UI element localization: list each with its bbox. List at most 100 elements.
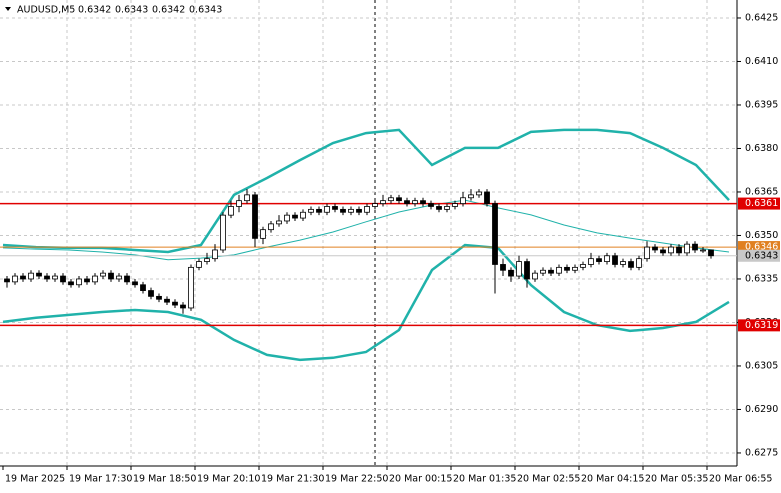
candle-body: [228, 206, 234, 216]
candle-body: [4, 278, 10, 283]
candle-body: [500, 264, 506, 271]
x-tick-label: 20 Mar 00:15: [389, 474, 452, 485]
candle-body: [148, 290, 154, 297]
x-tick-label: 20 Mar 06:55: [709, 474, 772, 485]
candle-body: [124, 275, 130, 283]
x-tick-label: 20 Mar 04:15: [581, 474, 644, 485]
y-tick-label: 0.6290: [745, 404, 778, 415]
candle-body: [604, 255, 610, 262]
candle-body: [12, 275, 18, 283]
x-tick-label: 20 Mar 05:35: [645, 474, 708, 485]
candle-body: [644, 246, 650, 260]
candle-body: [676, 246, 682, 254]
candle-body: [436, 206, 442, 210]
candle-body: [420, 200, 426, 204]
y-tick-label: 0.6380: [745, 143, 778, 154]
candle-body: [508, 269, 514, 277]
candle-body: [276, 220, 282, 225]
y-tick-label: 0.6275: [745, 447, 778, 458]
candle-body: [708, 249, 714, 257]
x-tick-label: 19 Mar 22:50: [325, 474, 388, 485]
candle-body: [372, 203, 378, 207]
y-tick-label: 0.6350: [745, 230, 778, 241]
y-tick-label: 0.6425: [745, 12, 778, 23]
candle-body: [596, 258, 602, 262]
candle-body: [132, 281, 138, 286]
candle-body: [140, 284, 146, 291]
x-tick-label: 19 Mar 18:50: [133, 474, 196, 485]
candle-body: [252, 194, 258, 239]
price-level-box: [738, 249, 780, 262]
candle-body: [668, 246, 674, 254]
price-level-label: 0.6343: [745, 250, 778, 261]
candle-body: [444, 206, 450, 210]
candle-body: [260, 229, 266, 239]
price-level-box: [738, 197, 780, 210]
candle-body: [76, 278, 82, 286]
y-tick-label: 0.6335: [745, 273, 778, 284]
candle-body: [348, 208, 354, 213]
bollinger-band: [2, 243, 730, 362]
candle-body: [484, 191, 490, 204]
candle-body: [100, 272, 106, 277]
y-tick-label: 0.6395: [745, 99, 778, 110]
candle-body: [540, 269, 546, 274]
bollinger-band: [2, 199, 730, 261]
candle-body: [28, 272, 34, 280]
candle-body: [652, 246, 658, 251]
candle-body: [68, 281, 74, 286]
quote-value: 0.6343: [189, 5, 222, 16]
candle-body: [180, 304, 186, 309]
price-level-box: [738, 319, 780, 332]
quote-value: 0.6342: [78, 5, 111, 16]
candle-body: [196, 261, 202, 268]
candle-body: [516, 261, 522, 277]
candle-body: [116, 275, 122, 280]
candle-body: [684, 243, 690, 254]
candle-body: [220, 214, 226, 251]
menu-arrow: [5, 7, 11, 11]
candle-body: [244, 194, 250, 202]
candle-body: [524, 261, 530, 280]
candle-body: [660, 249, 666, 254]
candle-body: [412, 200, 418, 204]
candle-body: [428, 203, 434, 207]
candle-body: [692, 243, 698, 251]
candle-body: [284, 214, 290, 222]
candle-body: [188, 266, 194, 309]
candle-body: [44, 275, 50, 280]
y-tick-label: 0.6365: [745, 186, 778, 197]
quote-value: 0.6343: [115, 5, 148, 16]
candle-body: [316, 208, 322, 213]
candle-body: [700, 249, 706, 252]
bollinger-band: [2, 128, 730, 254]
symbol: AUDUSD,M5: [17, 5, 75, 16]
candle-body: [396, 197, 402, 202]
candle-body: [84, 278, 90, 283]
candle-body: [364, 206, 370, 213]
y-tick-label: 0.6410: [745, 56, 778, 67]
x-tick-label: 19 Mar 21:30: [261, 474, 324, 485]
candle-body: [172, 301, 178, 306]
x-tick-label: 20 Mar 01:35: [453, 474, 516, 485]
candle-body: [572, 266, 578, 271]
x-tick-label: 20 Mar 02:55: [517, 474, 580, 485]
candle-body: [356, 208, 362, 213]
candle-body: [492, 203, 498, 265]
candle-body: [92, 275, 98, 283]
candle-body: [476, 191, 482, 196]
price-level-label: 0.6319: [745, 320, 778, 331]
candle-body: [268, 223, 274, 231]
candle-body: [620, 261, 626, 265]
candle-body: [36, 272, 42, 277]
candle-body: [404, 200, 410, 204]
candle-body: [556, 266, 562, 274]
candle-body: [588, 258, 594, 265]
candle-body: [468, 194, 474, 199]
y-tick-label: 0.6305: [745, 360, 778, 371]
candle-body: [300, 211, 306, 219]
candle-body: [204, 258, 210, 262]
x-tick-label: 19 Mar 2025: [5, 474, 65, 485]
